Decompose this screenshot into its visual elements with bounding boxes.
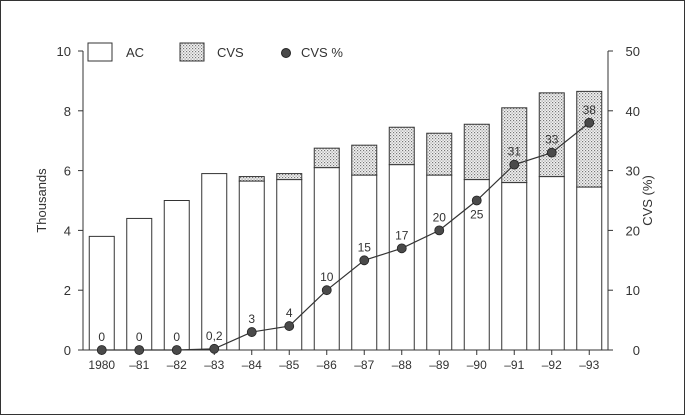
bar-ac [576, 186, 603, 351]
bar-ac [126, 217, 153, 351]
cvs-pct-point [134, 345, 145, 355]
x-tick-label: –93 [579, 358, 599, 372]
bar-cvs [463, 123, 490, 181]
x-tick-label: –81 [129, 358, 149, 372]
x-tick-label: –84 [242, 358, 262, 372]
y-tick-label: 0 [64, 343, 71, 358]
cvs-pct-point [171, 345, 182, 355]
bar-ac [163, 200, 190, 351]
cvs-pct-point [321, 285, 332, 296]
bar-cvs [313, 147, 340, 169]
cvs-pct-label: 38 [583, 103, 597, 117]
bar-ac [463, 179, 490, 351]
cvs-pct-label: 17 [395, 228, 409, 242]
cvs-pct-label: 10 [320, 270, 334, 284]
bar-ac [388, 164, 415, 351]
x-tick-label: –92 [542, 358, 562, 372]
x-tick-label: –88 [392, 358, 412, 372]
x-tick-label: –91 [504, 358, 524, 372]
cvs-pct-point [584, 117, 595, 128]
cvs-pct-label: 15 [358, 240, 372, 254]
bar-cvs [576, 90, 603, 188]
y2-tick-label: 20 [626, 223, 640, 238]
legend-swatch-ac [87, 42, 113, 62]
bar-ac [538, 176, 565, 351]
x-tick-label: –83 [204, 358, 224, 372]
legend-label-cvs: CVS [217, 45, 244, 60]
x-tick-label: –85 [279, 358, 299, 372]
bar-ac [501, 182, 528, 351]
y2-axis-title: CVS (%) [640, 175, 655, 226]
bar-cvs [538, 92, 565, 178]
x-tick-label: –90 [467, 358, 487, 372]
cvs-pct-label: 0 [136, 330, 143, 344]
x-tick-label: 1980 [88, 358, 115, 372]
cvs-pct-label: 4 [286, 306, 293, 320]
cvs-pct-point [246, 327, 257, 337]
cvs-pct-point [509, 159, 520, 170]
x-tick-label: –89 [429, 358, 449, 372]
bar-cvs [501, 107, 528, 184]
legend-marker-cvs-pct [281, 48, 291, 58]
cvs-pct-label: 0 [98, 330, 105, 344]
legend-label-ac: AC [126, 45, 144, 60]
cvs-pct-point [284, 321, 295, 331]
x-tick-label: –82 [167, 358, 187, 372]
legend-label-cvs-pct: CVS % [301, 45, 343, 60]
cvs-pct-point [471, 195, 482, 206]
cvs-pct-point [546, 147, 557, 158]
cvs-pct-label: 31 [508, 145, 522, 159]
cvs-pct-point [396, 243, 407, 254]
cvs-pct-point [359, 255, 370, 266]
bar-cvs [238, 176, 265, 182]
y2-tick-label: 10 [626, 283, 640, 298]
y-tick-label: 4 [64, 223, 71, 238]
y2-tick-label: 40 [626, 104, 640, 119]
y2-tick-label: 30 [626, 164, 640, 179]
cvs-pct-label: 25 [470, 208, 484, 222]
y2-tick-label: 0 [633, 343, 640, 358]
y-axis-title: Thousands [34, 168, 49, 233]
bar-ac [313, 167, 340, 351]
cvs-pct-label: 33 [545, 133, 559, 147]
cvs-pct-point [434, 225, 445, 236]
cvs-pct-label: 0,2 [206, 329, 223, 343]
x-tick-label: –87 [354, 358, 374, 372]
bar-cvs [276, 173, 303, 181]
y-tick-label: 6 [64, 164, 71, 179]
cvs-pct-label: 3 [248, 312, 255, 326]
bar-cvs [351, 144, 378, 176]
y-tick-label: 2 [64, 283, 71, 298]
cvs-pct-label: 20 [433, 210, 447, 224]
cvs-pct-label: 0 [173, 330, 180, 344]
y-tick-label: 8 [64, 104, 71, 119]
bar-cvs [388, 126, 415, 166]
bar-cvs [426, 132, 453, 176]
bar-ac [201, 173, 228, 351]
cvs-pct-point [209, 343, 220, 354]
x-tick-label: –86 [317, 358, 337, 372]
cvs-pct-point [96, 345, 107, 355]
y-tick-label: 10 [57, 44, 71, 59]
bar-ac [426, 174, 453, 351]
y2-tick-label: 50 [626, 44, 640, 59]
legend-swatch-cvs [179, 42, 205, 62]
bar-ac [88, 235, 115, 351]
cvs-pct-line [101, 122, 590, 351]
